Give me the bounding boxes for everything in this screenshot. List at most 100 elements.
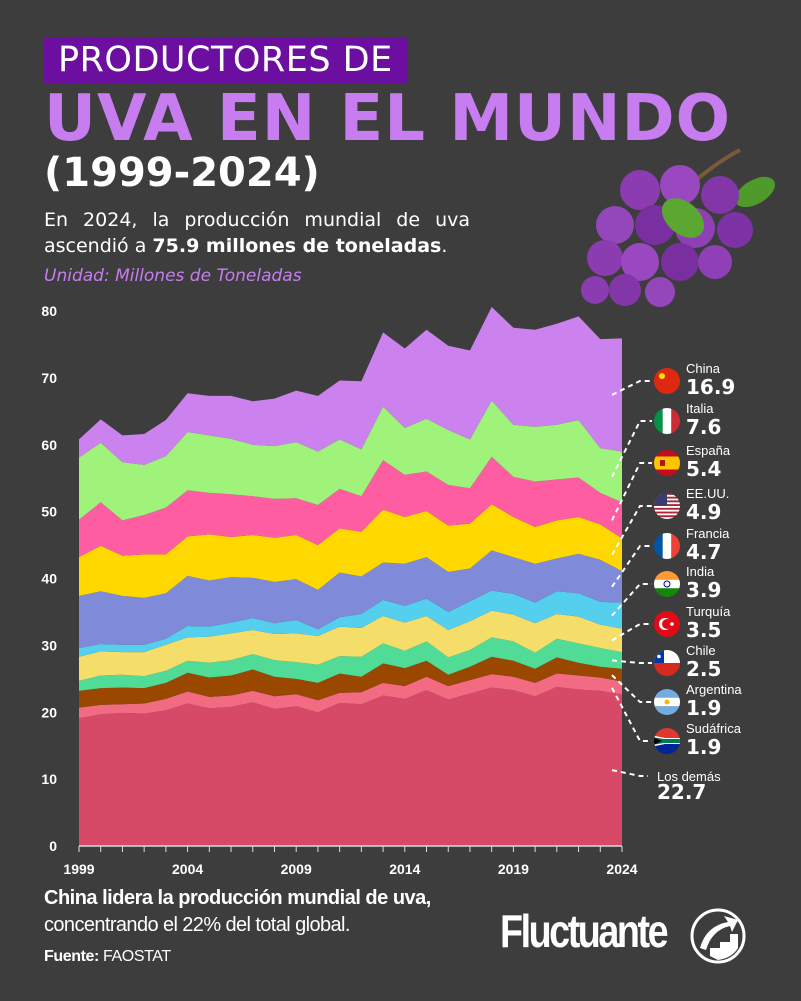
source-value: FAOSTAT [103,948,171,965]
title-years: (1999-2024) [44,150,320,196]
flag-es-icon [654,450,680,476]
leader-line [611,462,652,521]
unit-label: Unidad: Millones de Toneladas [44,266,302,286]
area-italia [79,400,622,521]
description-text: En 2024, la producción mundial de uva as… [44,209,470,257]
leader-line [611,623,652,642]
area-sud-frica [79,673,622,719]
x-tick-label: 2014 [389,861,420,877]
y-tick-label: 70 [41,370,57,386]
description-end: . [441,235,448,257]
title-line-1: PRODUCTORES DE [58,40,393,80]
legend-country-name: España [686,443,731,458]
x-tick-label: 2019 [498,861,529,877]
leader-line [611,769,648,777]
x-tick-label: 2009 [281,861,312,877]
y-tick-label: 10 [41,771,57,787]
x-tick-label: 1999 [63,861,94,877]
legend-country-name: Argentina [686,682,742,697]
plot-areas [79,306,622,846]
legend-country-name: Chile [686,643,716,658]
logo-text: Fluctuante [500,905,669,957]
leader-line [611,380,652,396]
leader-line [611,687,652,742]
legend-country-name: India [686,564,715,579]
page-title: UVA EN EL MUNDO [44,82,732,156]
y-tick-label: 30 [41,637,57,653]
flag-ar-icon [654,689,680,715]
legend-country-name: Turquía [686,604,731,619]
area-francia [79,550,622,649]
axes: 0 10 20 30 40 50 60 70 80 1999 2004 2009 2014 2019 202… [41,303,637,877]
legend-value: 4.7 [686,540,721,564]
legend: Los demás22.7Sudáfrica1.9Argentina1.9Chi… [611,361,742,804]
legend-value: 5.4 [686,457,721,481]
insight-headline: China lidera la producción mundial de uv… [44,887,431,909]
leader-line [611,420,652,478]
legend-value: 4.9 [686,500,721,524]
area-india [79,590,622,657]
grapes-illustration [581,148,775,307]
flag-cn-icon [654,368,680,394]
legend-value: 1.9 [686,735,721,759]
logo-arrow-icon [690,908,746,964]
legend-value: 3.9 [686,578,721,602]
description: En 2024, la producción mundial de uva as… [44,207,470,259]
legend-item-ee-uu-: EE.UU.4.9 [611,486,729,556]
flag-za-icon [654,728,680,754]
y-tick-label: 50 [41,504,57,520]
insight-detail: concentrando el 22% del total global. [44,914,350,936]
y-tick-label: 60 [41,437,57,453]
legend-value: 16.9 [686,375,735,399]
area-espa-a [79,456,622,558]
source-label: Fuente: [44,948,99,965]
x-tick-label: 2004 [172,861,203,877]
flag-in-icon [654,571,680,597]
flag-cl-icon [654,650,680,676]
source: Fuente: FAOSTAT [44,948,171,966]
y-tick-label: 0 [49,838,57,854]
area-china [79,306,622,465]
legend-value: 7.6 [686,415,721,439]
legend-country-name: Francia [686,526,730,541]
legend-country-name: Italia [686,401,714,416]
legend-country-name: Los demás [657,769,721,784]
y-tick-label: 20 [41,704,57,720]
leader-line [611,545,652,588]
title-banner: PRODUCTORES DE [44,37,407,83]
y-tick-label: 40 [41,571,57,587]
x-tick-label: 2024 [606,861,637,877]
area-ee-uu- [79,504,622,598]
flag-it-icon [654,408,680,434]
legend-value: 22.7 [657,780,706,804]
description-highlight: 75.9 millones de toneladas [152,235,442,257]
legend-country-name: China [686,361,721,376]
flag-fr-icon [654,533,680,559]
leader-line [611,674,652,703]
area-turqu-a [79,610,622,681]
legend-country-name: Sudáfrica [686,721,742,736]
legend-value: 3.5 [686,618,721,642]
legend-value: 2.5 [686,657,721,681]
legend-value: 1.9 [686,696,721,720]
leader-line [611,505,652,556]
flag-us-icon [654,493,680,519]
y-tick-label: 80 [41,303,57,319]
flag-tr-icon [654,611,680,637]
legend-country-name: EE.UU. [686,486,729,501]
leader-line [611,659,652,664]
area-argentina [79,656,622,708]
area-los-dem-s [79,686,622,846]
area-chile [79,637,622,691]
